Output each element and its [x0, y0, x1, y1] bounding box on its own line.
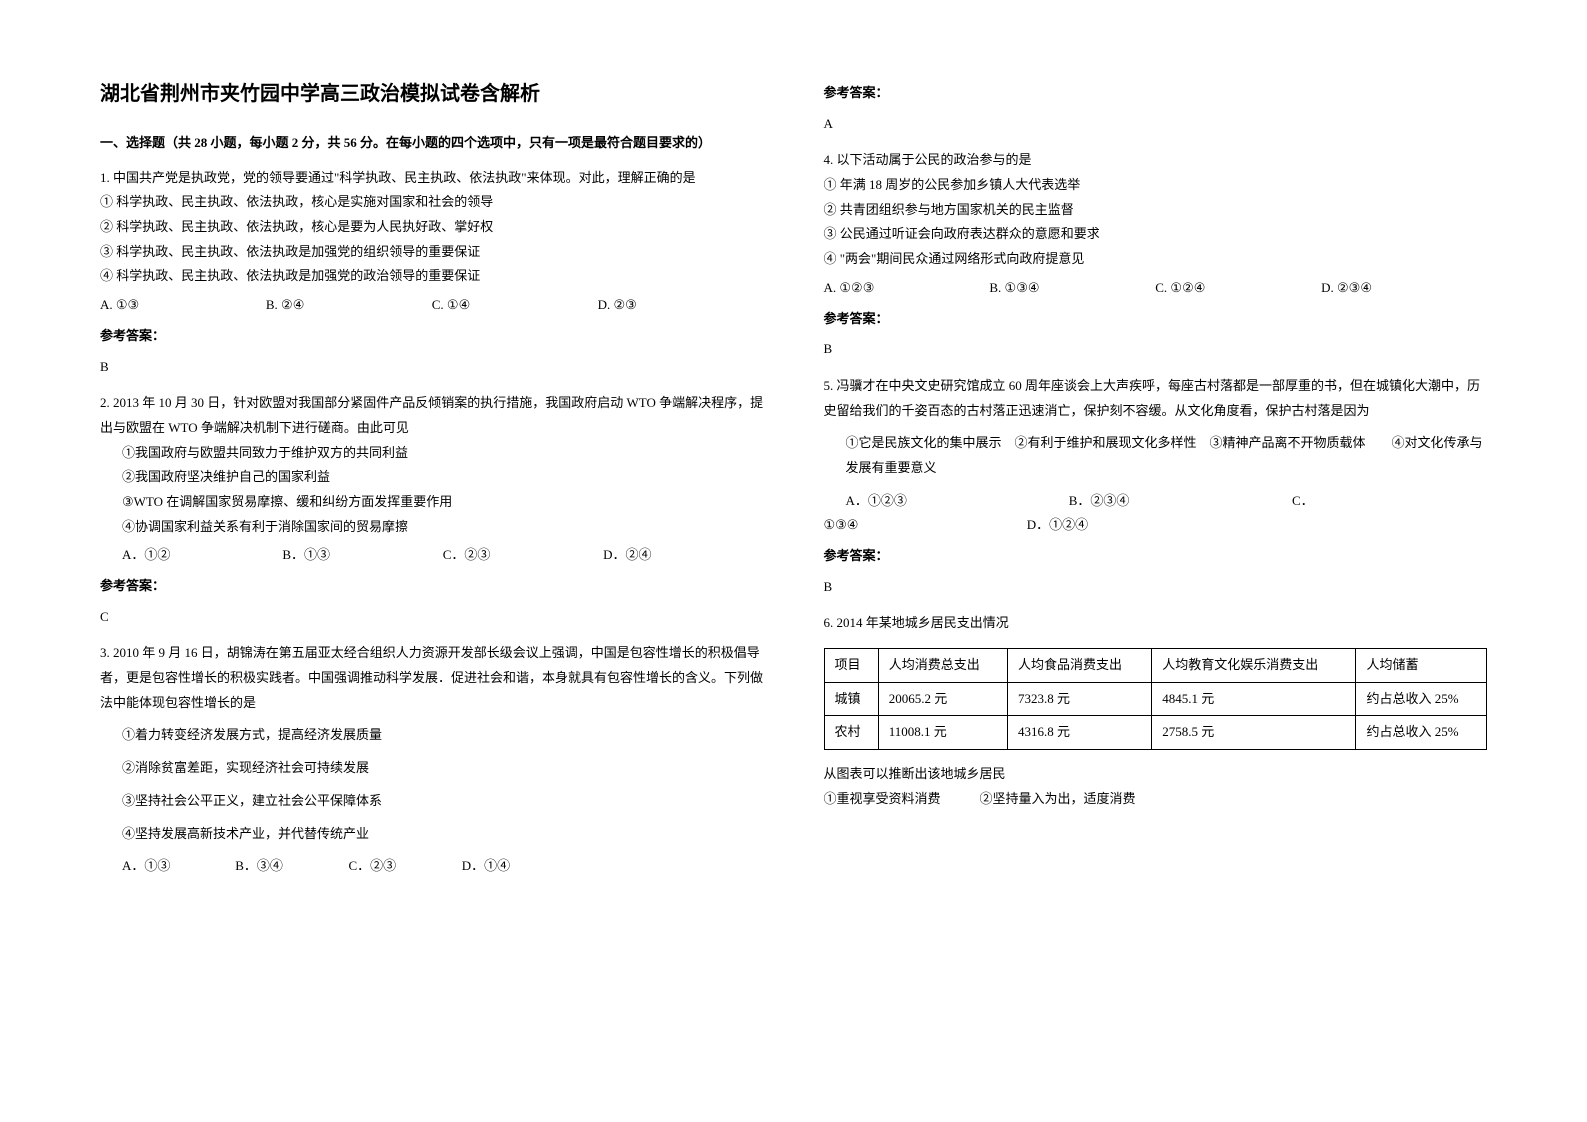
td: 20065.2 元: [878, 682, 1007, 716]
q1-stem: 1. 中国共产党是执政党，党的领导要通过"科学执政、民主执政、依法执政"来体现。…: [100, 166, 764, 191]
q3-optD: D．①④: [462, 854, 572, 879]
q4-optD: D. ②③④: [1321, 276, 1487, 301]
table-header-row: 项目 人均消费总支出 人均食品消费支出 人均教育文化娱乐消费支出 人均储蓄: [824, 649, 1487, 683]
q6-after1: 从图表可以推断出该地城乡居民: [824, 762, 1488, 787]
q5-optC: C．: [1292, 489, 1314, 514]
q5-options-row2: ①③④ D．①②④: [824, 513, 1488, 538]
q4-options: A. ①②③ B. ①③④ C. ①②④ D. ②③④: [824, 276, 1488, 301]
td: 2758.5 元: [1152, 716, 1356, 750]
question-3: 3. 2010 年 9 月 16 日，胡锦涛在第五届亚太经合组织人力资源开发部长…: [100, 641, 764, 879]
q2-s3: ③WTO 在调解国家贸易摩擦、缓和纠纷方面发挥重要作用: [100, 490, 764, 515]
q5-optA: A．①②③: [846, 489, 1066, 514]
table-row: 城镇 20065.2 元 7323.8 元 4845.1 元 约占总收入 25%: [824, 682, 1487, 716]
q2-options: A．①② B．①③ C．②③ D．②④: [100, 543, 764, 568]
td: 农村: [824, 716, 878, 750]
q4-answer: B: [824, 337, 1488, 362]
left-column: 湖北省荆州市夹竹园中学高三政治模拟试卷含解析 一、选择题（共 28 小题，每小题…: [100, 75, 764, 885]
q4-optB: B. ①③④: [989, 276, 1155, 301]
q1-s1: ① 科学执政、民主执政、依法执政，核心是实施对国家和社会的领导: [100, 190, 764, 215]
q3-s3: ③坚持社会公平正义，建立社会公平保障体系: [100, 789, 764, 814]
q1-optC: C. ①④: [432, 293, 598, 318]
q2-stem: 2. 2013 年 10 月 30 日，针对欧盟对我国部分紧固件产品反倾销案的执…: [100, 391, 764, 440]
q6-stem: 6. 2014 年某地城乡居民支出情况: [824, 611, 1488, 636]
q2-s1: ①我国政府与欧盟共同致力于维护双方的共同利益: [100, 441, 764, 466]
q5-options-row1: A．①②③ B．②③④ C．: [824, 489, 1488, 514]
right-column: 参考答案： A 4. 以下活动属于公民的政治参与的是 ① 年满 18 周岁的公民…: [824, 75, 1488, 885]
answer-label: 参考答案：: [100, 324, 764, 349]
answer-label: 参考答案：: [100, 574, 764, 599]
q2-s4: ④协调国家利益关系有利于消除国家间的贸易摩擦: [100, 515, 764, 540]
q3-s1: ①着力转变经济发展方式，提高经济发展质量: [100, 723, 764, 748]
q4-stem: 4. 以下活动属于公民的政治参与的是: [824, 148, 1488, 173]
q2-optA: A．①②: [122, 543, 282, 568]
q4-s4: ④ "两会"期间民众通过网络形式向政府提意见: [824, 247, 1488, 272]
q1-options: A. ①③ B. ②④ C. ①④ D. ②③: [100, 293, 764, 318]
q1-optA: A. ①③: [100, 293, 266, 318]
q3-stem: 3. 2010 年 9 月 16 日，胡锦涛在第五届亚太经合组织人力资源开发部长…: [100, 641, 764, 715]
td: 4845.1 元: [1152, 682, 1356, 716]
td: 11008.1 元: [878, 716, 1007, 750]
q5-optB: B．②③④: [1069, 489, 1289, 514]
q1-optB: B. ②④: [266, 293, 432, 318]
question-4: 4. 以下活动属于公民的政治参与的是 ① 年满 18 周岁的公民参加乡镇人大代表…: [824, 148, 1488, 362]
th-4: 人均储蓄: [1356, 649, 1487, 683]
q5-answer: B: [824, 575, 1488, 600]
q3-options: A．①③ B．③④ C．②③ D．①④: [100, 854, 764, 879]
answer-label: 参考答案：: [824, 307, 1488, 332]
q2-optC: C．②③: [443, 543, 603, 568]
question-6: 6. 2014 年某地城乡居民支出情况 项目 人均消费总支出 人均食品消费支出 …: [824, 611, 1488, 811]
question-5: 5. 冯骥才在中央文史研究馆成立 60 周年座谈会上大声疾呼，每座古村落都是一部…: [824, 374, 1488, 600]
q6-after2: ①重视享受资料消费 ②坚持量入为出，适度消费: [824, 787, 1488, 812]
q1-answer: B: [100, 355, 764, 380]
q3-optB: B．③④: [235, 854, 345, 879]
q5-inline-opts: ①它是民族文化的集中展示 ②有利于维护和展现文化多样性 ③精神产品离不开物质载体…: [824, 431, 1488, 480]
question-2: 2. 2013 年 10 月 30 日，针对欧盟对我国部分紧固件产品反倾销案的执…: [100, 391, 764, 629]
q4-s2: ② 共青团组织参与地方国家机关的民主监督: [824, 198, 1488, 223]
q4-s1: ① 年满 18 周岁的公民参加乡镇人大代表选举: [824, 173, 1488, 198]
q3-optC: C．②③: [349, 854, 459, 879]
answer-label: 参考答案：: [824, 81, 1488, 106]
td: 约占总收入 25%: [1356, 682, 1487, 716]
q1-s4: ④ 科学执政、民主执政、依法执政是加强党的政治领导的重要保证: [100, 264, 764, 289]
q2-s2: ②我国政府坚决维护自己的国家利益: [100, 465, 764, 490]
td: 约占总收入 25%: [1356, 716, 1487, 750]
q5-row2a: ①③④: [824, 513, 1024, 538]
answer-label: 参考答案：: [824, 544, 1488, 569]
q5-row2b: D．①②④: [1027, 513, 1088, 538]
section-heading: 一、选择题（共 28 小题，每小题 2 分，共 56 分。在每小题的四个选项中，…: [100, 131, 764, 156]
q6-table: 项目 人均消费总支出 人均食品消费支出 人均教育文化娱乐消费支出 人均储蓄 城镇…: [824, 648, 1488, 750]
q1-optD: D. ②③: [598, 293, 764, 318]
q2-answer: C: [100, 605, 764, 630]
td: 城镇: [824, 682, 878, 716]
q4-s3: ③ 公民通过听证会向政府表达群众的意愿和要求: [824, 222, 1488, 247]
q3-answer: A: [824, 112, 1488, 137]
th-0: 项目: [824, 649, 878, 683]
q2-optB: B．①③: [282, 543, 442, 568]
q5-stem: 5. 冯骥才在中央文史研究馆成立 60 周年座谈会上大声疾呼，每座古村落都是一部…: [824, 374, 1488, 423]
q2-optD: D．②④: [603, 543, 763, 568]
paper-title: 湖北省荆州市夹竹园中学高三政治模拟试卷含解析: [100, 75, 764, 113]
td: 7323.8 元: [1007, 682, 1151, 716]
q4-optC: C. ①②④: [1155, 276, 1321, 301]
td: 4316.8 元: [1007, 716, 1151, 750]
q1-s3: ③ 科学执政、民主执政、依法执政是加强党的组织领导的重要保证: [100, 240, 764, 265]
q3-s2: ②消除贫富差距，实现经济社会可持续发展: [100, 756, 764, 781]
question-1: 1. 中国共产党是执政党，党的领导要通过"科学执政、民主执政、依法执政"来体现。…: [100, 166, 764, 380]
th-3: 人均教育文化娱乐消费支出: [1152, 649, 1356, 683]
th-1: 人均消费总支出: [878, 649, 1007, 683]
q1-s2: ② 科学执政、民主执政、依法执政，核心是要为人民执好政、掌好权: [100, 215, 764, 240]
q3-s4: ④坚持发展高新技术产业，并代替传统产业: [100, 822, 764, 847]
table-row: 农村 11008.1 元 4316.8 元 2758.5 元 约占总收入 25%: [824, 716, 1487, 750]
q3-optA: A．①③: [122, 854, 232, 879]
th-2: 人均食品消费支出: [1007, 649, 1151, 683]
q4-optA: A. ①②③: [824, 276, 990, 301]
